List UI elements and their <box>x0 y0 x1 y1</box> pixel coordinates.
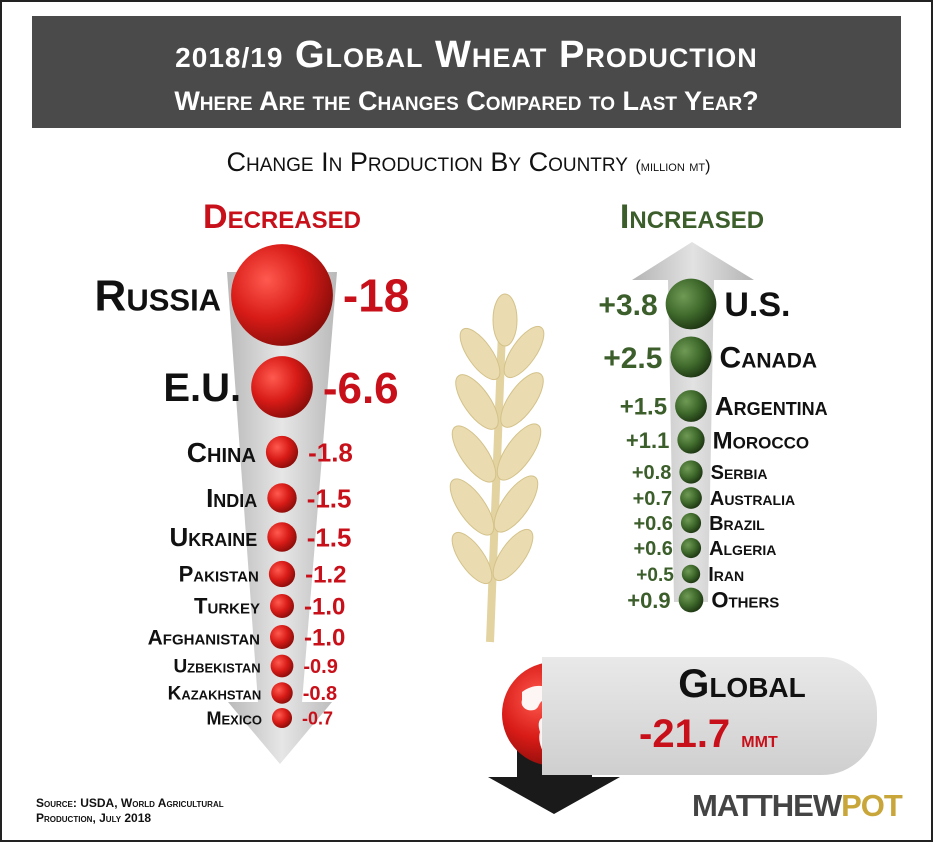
increase-country-label: U.S. <box>724 286 790 324</box>
decrease-bubble <box>270 654 294 678</box>
increased-heading: Increased <box>619 198 765 236</box>
decrease-country-label: China <box>187 437 256 468</box>
increase-bubble <box>680 512 702 534</box>
increase-country-label: Argentina <box>715 391 828 421</box>
increase-bubble <box>679 460 703 484</box>
global-value: -21.7 MMT <box>639 712 778 757</box>
decrease-value-label: -1.5 <box>307 522 352 552</box>
global-value-number: -21.7 <box>639 712 731 756</box>
increase-value-label: +2.5 <box>603 342 662 375</box>
chart-caption: Change In Production By Country (million… <box>2 147 931 178</box>
decrease-series: Russia -18 E.U. -6.6 China -1.8 India -1.5 Ukrai… <box>95 244 409 729</box>
increase-value-label: +3.8 <box>598 289 657 322</box>
caption-unit: (million mt) <box>635 158 711 175</box>
increase-country-label: Algeria <box>709 538 776 560</box>
source-line-2: Production, July 2018 <box>36 811 152 825</box>
decrease-bubble <box>267 522 297 552</box>
increase-value-label: +0.6 <box>633 513 672 535</box>
increase-value-label: +1.1 <box>626 428 669 453</box>
brand-part-1: MATTHEW <box>692 788 842 823</box>
decrease-country-label: E.U. <box>163 366 241 410</box>
decrease-country-label: Pakistan <box>179 562 259 587</box>
increase-value-label: +0.6 <box>633 538 672 560</box>
decrease-value-label: -1.8 <box>308 437 353 467</box>
decrease-bubble <box>265 435 299 469</box>
decrease-value-label: -1.2 <box>305 562 346 589</box>
increase-country-label: Iran <box>708 564 744 586</box>
decrease-value-label: -0.7 <box>302 708 333 728</box>
increase-country-label: Others <box>711 588 779 613</box>
global-summary-box <box>542 657 877 775</box>
increase-bubble <box>681 564 701 584</box>
decrease-value-label: -18 <box>343 270 409 322</box>
brand-part-2: POT <box>841 788 903 823</box>
increase-bubble <box>680 487 702 509</box>
decrease-country-label: Uzbekistan <box>173 657 260 678</box>
increase-bubble <box>670 336 712 378</box>
increase-value-label: +0.5 <box>636 565 674 586</box>
increase-country-label: Brazil <box>709 513 765 535</box>
decrease-bubble <box>251 356 313 418</box>
header-banner: 2018/19 Global Wheat Production Where Ar… <box>32 16 901 128</box>
increase-country-label: Australia <box>710 488 795 510</box>
decrease-country-label: Afghanistan <box>148 626 260 649</box>
title-year: 2018/19 <box>175 42 284 73</box>
decrease-value-label: -0.8 <box>303 683 337 705</box>
decrease-value-label: -1.0 <box>304 594 345 621</box>
increase-series: +3.8 U.S. +2.5 Canada +1.5 Argentina +1.1 Moroc… <box>598 278 828 613</box>
decrease-value-label: -0.9 <box>303 656 337 678</box>
increase-country-label: Morocco <box>713 427 810 454</box>
decrease-value-label: -1.0 <box>304 625 345 652</box>
decrease-value-label: -1.5 <box>307 483 352 513</box>
increase-value-label: +0.8 <box>632 462 671 484</box>
decrease-country-label: Turkey <box>194 594 260 619</box>
decrease-bubble <box>270 594 294 618</box>
increase-value-label: +1.5 <box>620 394 667 421</box>
decrease-bubble <box>231 244 333 346</box>
decrease-value-label: -6.6 <box>323 364 399 413</box>
increase-bubble <box>675 390 707 422</box>
increase-bubble <box>665 278 717 330</box>
increase-bubble <box>677 426 705 454</box>
decrease-bubble <box>270 625 294 649</box>
decrease-bubble <box>267 483 297 513</box>
decrease-country-label: Mexico <box>207 708 262 728</box>
page-subtitle: Where Are the Changes Compared to Last Y… <box>174 86 759 116</box>
source-note: Source: USDA, World Agricultural Product… <box>36 796 336 826</box>
increase-country-label: Canada <box>720 342 818 375</box>
increase-value-label: +0.9 <box>627 588 670 613</box>
decreased-heading: Decreased <box>203 198 361 236</box>
page-title: 2018/19 Global Wheat Production <box>32 34 901 77</box>
decrease-bubble <box>271 682 293 704</box>
decrease-country-label: India <box>206 483 257 513</box>
brand-logo: MATTHEWPOT <box>692 788 903 824</box>
decrease-bubble <box>268 560 296 588</box>
decrease-country-label: Kazakhstan <box>168 684 262 705</box>
increase-country-label: Serbia <box>711 462 768 484</box>
global-label: Global <box>678 662 806 706</box>
source-line-1: Source: USDA, World Agricultural <box>36 796 224 810</box>
decrease-country-label: Russia <box>95 271 222 320</box>
increase-arrow <box>632 242 754 602</box>
decrease-bubble <box>271 707 293 729</box>
increase-bubble <box>678 587 704 613</box>
title-text: Global Wheat Production <box>294 34 758 76</box>
caption-text: Change In Production By Country <box>226 147 628 177</box>
decrease-country-label: Ukraine <box>170 522 258 552</box>
increase-bubble <box>680 537 702 559</box>
global-value-unit: MMT <box>741 734 778 751</box>
wheat-stalk-icon <box>449 293 545 643</box>
increase-value-label: +0.7 <box>633 488 672 510</box>
